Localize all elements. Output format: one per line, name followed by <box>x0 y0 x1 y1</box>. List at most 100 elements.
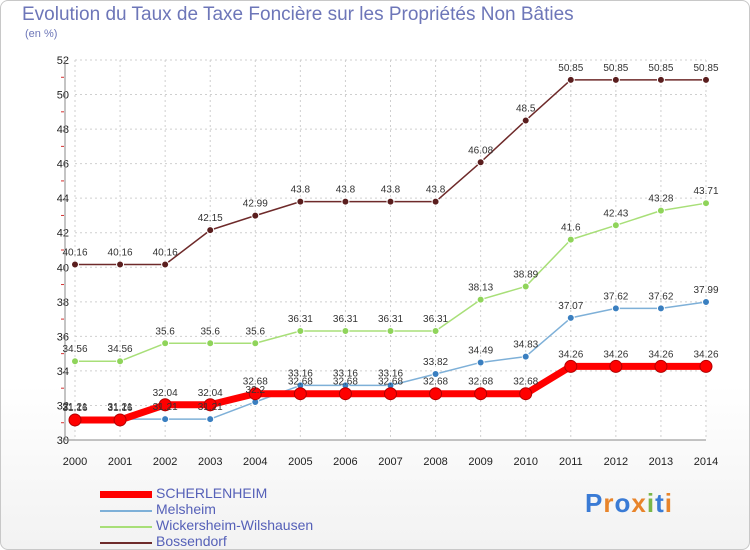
data-label: 33.16 <box>288 368 313 379</box>
data-label: 32.68 <box>378 377 403 388</box>
chart-title: Evolution du Taux de Taxe Foncière sur l… <box>22 4 574 25</box>
logo-letter: r <box>603 488 615 518</box>
data-label: 42.43 <box>603 208 628 219</box>
data-label: 40.16 <box>153 248 178 259</box>
data-label: 33.16 <box>333 368 358 379</box>
data-label: 34.26 <box>558 349 583 360</box>
data-point <box>654 359 668 373</box>
data-point <box>656 206 665 215</box>
data-label: 36.31 <box>378 314 403 325</box>
data-label: 50.85 <box>648 63 673 74</box>
data-point <box>474 387 488 401</box>
data-label: 31.21 <box>108 402 133 413</box>
data-label: 50.85 <box>693 63 718 74</box>
legend-swatch <box>100 491 152 498</box>
data-label: 34.49 <box>468 345 493 356</box>
data-point <box>564 359 578 373</box>
legend-swatch <box>100 510 152 512</box>
data-label: 33.82 <box>423 357 448 368</box>
data-label: 31.16 <box>62 403 87 414</box>
series-layer <box>68 75 713 427</box>
data-point <box>161 260 170 269</box>
x-tick-label: 2010 <box>513 456 537 468</box>
data-point <box>293 387 307 401</box>
x-tick-label: 2000 <box>63 456 87 468</box>
data-label: 43.8 <box>381 185 401 196</box>
y-tick-label: 38 <box>57 297 69 309</box>
data-label: 48.5 <box>516 103 536 114</box>
data-point <box>699 359 713 373</box>
legend-label: Melsheim <box>156 501 216 517</box>
y-tick-label: 36 <box>57 331 69 343</box>
logo-letter: x <box>631 488 647 518</box>
data-point <box>71 260 79 269</box>
x-tick-label: 2009 <box>468 456 492 468</box>
data-point <box>476 358 485 367</box>
y-tick-label: 34 <box>57 366 69 378</box>
data-point <box>386 197 395 206</box>
data-point <box>656 75 665 84</box>
data-point <box>116 260 125 269</box>
logo-letter: i <box>646 488 656 518</box>
data-point <box>384 387 397 401</box>
data-label: 32.68 <box>468 377 493 388</box>
data-point <box>521 116 530 125</box>
x-tick-label: 2003 <box>198 456 222 468</box>
data-point <box>656 304 665 313</box>
data-label: 35.6 <box>246 326 266 337</box>
data-label: 36.31 <box>288 314 313 325</box>
data-point <box>431 327 440 336</box>
data-point <box>611 304 620 313</box>
data-label: 43.71 <box>693 186 718 197</box>
data-point <box>206 415 215 424</box>
data-label: 37.99 <box>693 285 718 296</box>
data-label: 36.31 <box>423 314 448 325</box>
data-label: 43.28 <box>648 194 673 205</box>
data-label: 34.26 <box>693 349 718 360</box>
data-label: 50.85 <box>558 63 583 74</box>
data-label: 37.07 <box>558 301 583 312</box>
data-point <box>521 282 530 291</box>
grid <box>74 59 707 441</box>
proxiti-logo: Proxiti <box>585 488 673 519</box>
x-tick-label: 2005 <box>288 456 312 468</box>
legend-swatch <box>100 526 152 528</box>
x-tick-label: 2002 <box>153 456 177 468</box>
data-label: 35.6 <box>200 326 220 337</box>
data-label: 32.68 <box>333 377 358 388</box>
data-point <box>113 413 127 427</box>
data-point <box>702 75 710 84</box>
data-label: 34.83 <box>513 340 538 351</box>
y-tick-label: 44 <box>57 193 69 205</box>
data-point <box>611 75 620 84</box>
data-label: 40.16 <box>108 248 133 259</box>
data-point <box>702 199 710 208</box>
data-point <box>68 413 82 427</box>
data-label: 33.16 <box>378 368 403 379</box>
legend-label: SCHERLENHEIM <box>156 485 268 501</box>
data-point <box>251 211 260 220</box>
unit-label: (en %) <box>25 28 58 40</box>
data-label: 38.13 <box>468 283 493 294</box>
data-point <box>702 297 710 306</box>
data-label: 32.68 <box>288 377 313 388</box>
data-label: 31.21 <box>153 402 178 413</box>
data-point <box>519 387 533 401</box>
data-label: 46.08 <box>468 145 493 156</box>
data-label: 32.2 <box>246 385 266 396</box>
data-point <box>203 398 217 412</box>
data-point <box>296 327 305 336</box>
y-tick-label: 48 <box>57 124 69 136</box>
y-tick-label: 46 <box>57 159 69 171</box>
data-point <box>429 387 443 401</box>
data-label: 37.62 <box>603 291 628 302</box>
data-label: 32.68 <box>423 377 448 388</box>
data-label: 43.8 <box>291 185 311 196</box>
x-tick-label: 2012 <box>604 456 628 468</box>
data-label: 32.04 <box>198 388 223 399</box>
data-label: 41.6 <box>561 223 581 234</box>
data-point <box>566 75 575 84</box>
legend-swatch <box>100 542 152 544</box>
data-point <box>116 357 125 366</box>
